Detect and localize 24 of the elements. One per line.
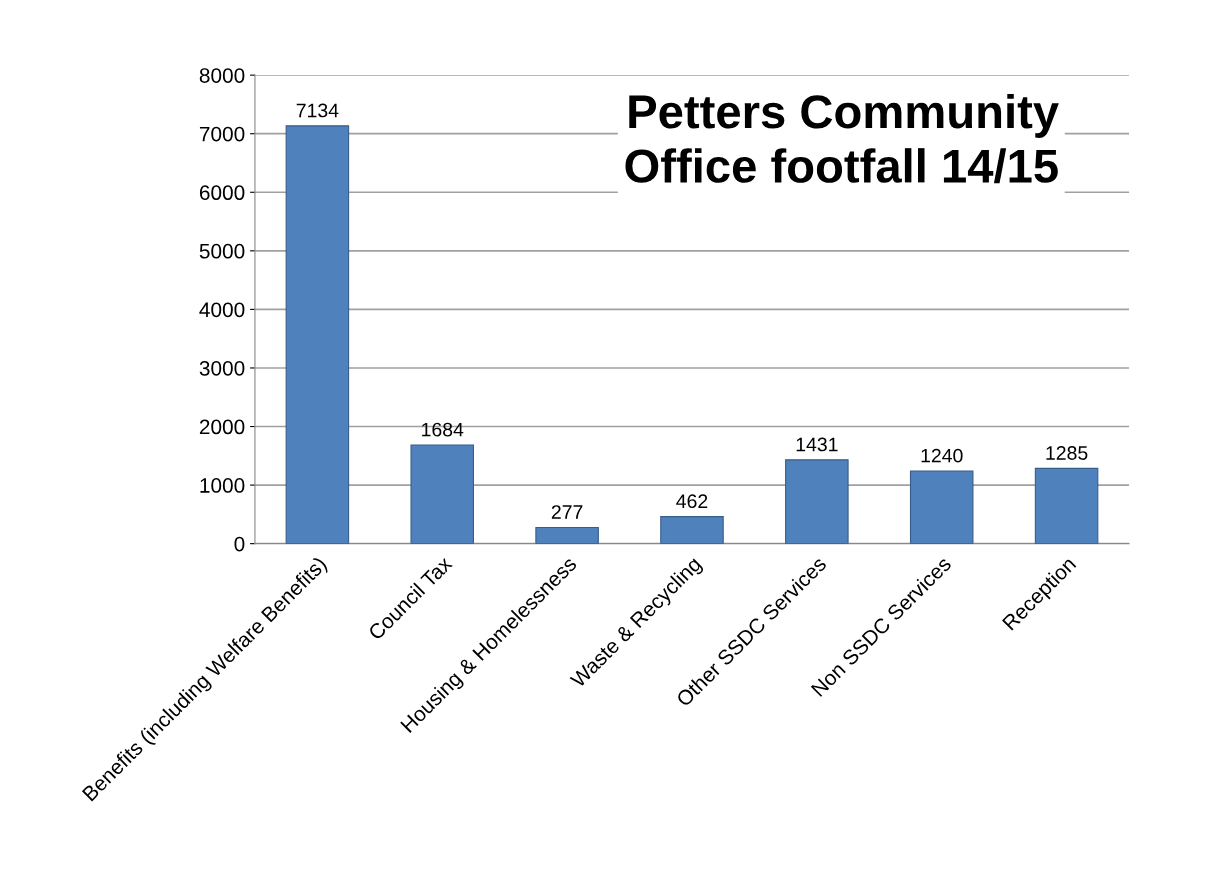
bar [410, 444, 475, 544]
data-label: 1285 [1046, 446, 1088, 460]
text: Petters Community Office footfall 14/15 [625, 93, 1059, 184]
data-label: 462 [676, 494, 708, 509]
bar [909, 470, 974, 544]
data-label: 7134 [296, 103, 339, 118]
y-tick-label: 8000 [199, 68, 245, 83]
bar [785, 459, 849, 544]
bar [285, 125, 350, 544]
y-tick-label: 4000 [199, 302, 245, 318]
y-tick-label: 1000 [200, 478, 245, 493]
y-tick-label: 6000 [199, 185, 245, 201]
data-label: 1240 [921, 448, 963, 463]
bar [1034, 467, 1099, 544]
data-label: 277 [551, 505, 583, 519]
y-tick-label: 7000 [199, 126, 245, 142]
data-label: 1431 [796, 437, 838, 452]
data-label: 1684 [422, 422, 464, 437]
y-tick-label: 0 [234, 536, 245, 552]
y-tick-label: 5000 [199, 243, 245, 259]
y-tick-label: 3000 [199, 360, 245, 376]
bar [535, 526, 599, 544]
y-tick-label: 2000 [199, 419, 245, 435]
bar [660, 516, 724, 544]
